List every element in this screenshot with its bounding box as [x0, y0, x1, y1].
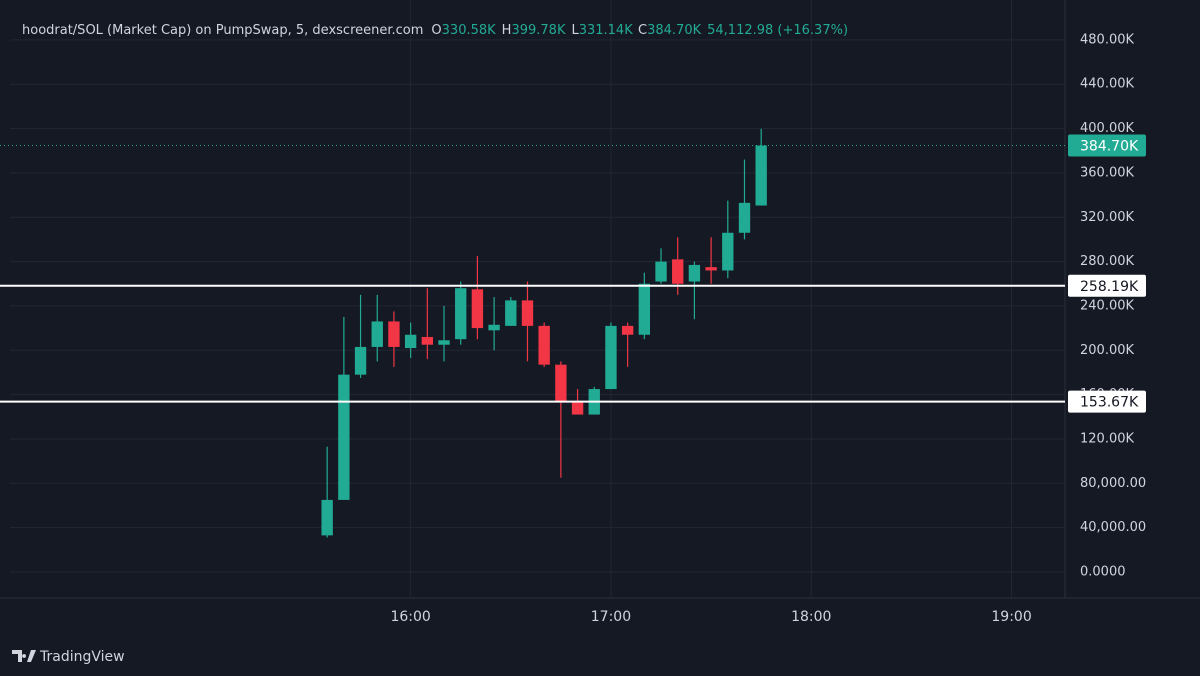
candle-body	[521, 300, 534, 326]
candle-body	[672, 259, 684, 284]
candle-body	[404, 334, 417, 349]
x-tick-label: 17:00	[591, 609, 631, 625]
y-tick-label: 120.00K	[1080, 431, 1134, 446]
y-tick-label: 280.00K	[1080, 254, 1134, 269]
plot	[0, 0, 1065, 598]
y-tick-label: 240.00K	[1080, 298, 1134, 313]
ohlc-value: 331.14K	[579, 23, 633, 38]
candle-body	[421, 336, 434, 345]
candle-body	[705, 267, 717, 271]
candle-body	[438, 340, 450, 345]
ohlc-key: H	[502, 23, 512, 38]
y-tick-label: 400.00K	[1080, 121, 1134, 136]
y-tick-label: 80,000.00	[1080, 476, 1146, 491]
y-tick-label: 40,000.00	[1080, 520, 1146, 535]
y-tick-label: 480.00K	[1080, 32, 1134, 47]
chart-header: hoodrat/SOL (Market Cap) on PumpSwap, 5,…	[22, 23, 848, 38]
ohlc-value: 384.70K	[647, 23, 701, 38]
candle-body	[538, 325, 550, 365]
axis-labels: 0.000040,000.0080,000.00120.00K160.00K20…	[22, 23, 1146, 626]
last-price-label: 384.70K	[1080, 139, 1139, 155]
candle-body	[371, 321, 383, 347]
ohlc-key: O	[431, 23, 441, 38]
level-tag	[1068, 274, 1146, 297]
y-tick-label: 440.00K	[1080, 77, 1134, 92]
candle-body	[605, 325, 617, 390]
y-tick-label: 0.0000	[1080, 564, 1126, 579]
ohlc-value: 330.58K	[442, 23, 496, 38]
x-tick-label: 19:00	[991, 609, 1031, 625]
candle-body	[722, 232, 734, 271]
candle-body	[471, 289, 484, 329]
candle-body	[354, 346, 367, 375]
candle-body	[571, 402, 584, 415]
y-tick-label: 320.00K	[1080, 210, 1134, 225]
change-value: 54,112.98 (+16.37%)	[707, 23, 848, 38]
candle-body	[321, 499, 333, 536]
candle-body	[755, 145, 767, 206]
level-tag-label: 258.19K	[1080, 279, 1139, 295]
candle-body	[455, 288, 467, 340]
candle-body	[655, 261, 667, 282]
candle-body	[738, 202, 751, 233]
candle-body	[638, 283, 651, 335]
logo	[12, 650, 36, 662]
chart-title: hoodrat/SOL (Market Cap) on PumpSwap, 5,…	[22, 23, 423, 38]
footer-brand: TradingView	[39, 649, 125, 665]
level-tag-label: 153.67K	[1080, 395, 1139, 411]
y-tick-label: 360.00K	[1080, 165, 1134, 180]
ohlc-key: C	[638, 23, 647, 38]
ohlc-value: 399.78K	[511, 23, 565, 38]
candle-body	[488, 324, 500, 331]
y-tick-label: 200.00K	[1080, 343, 1134, 358]
x-tick-label: 16:00	[390, 609, 430, 625]
level-tag	[1068, 390, 1146, 413]
last-price-tag	[1068, 134, 1146, 157]
candle-body	[505, 300, 517, 326]
candle-body	[555, 364, 567, 403]
x-tick-label: 18:00	[791, 609, 831, 625]
ohlc-key: L	[571, 23, 579, 38]
candle-body	[388, 321, 400, 347]
candle-body	[621, 325, 634, 335]
candle-body	[338, 374, 350, 500]
candle-body	[688, 264, 701, 282]
